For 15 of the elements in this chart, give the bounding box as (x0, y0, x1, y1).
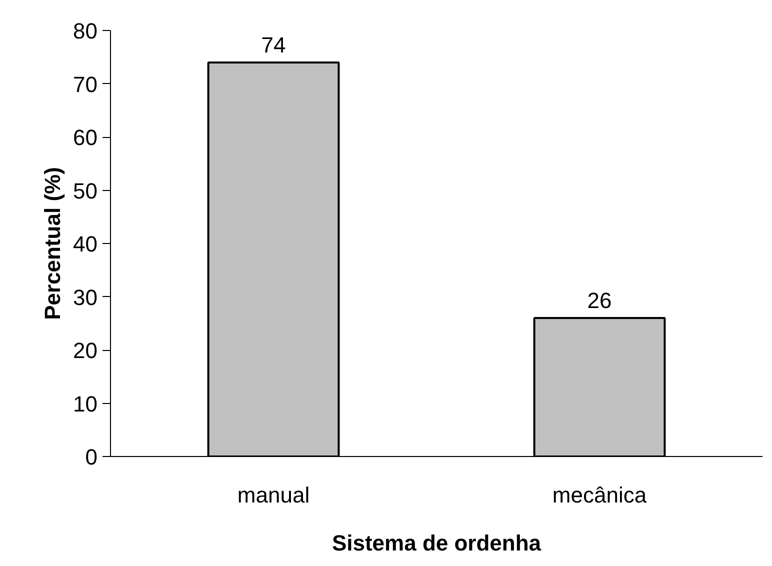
y-axis-title: Percentual (%) (40, 167, 66, 320)
x-axis-title: Sistema de ordenha (332, 530, 542, 556)
y-tick-label: 40 (73, 232, 98, 256)
y-tick-label: 20 (73, 338, 98, 363)
y-tick-label: 60 (73, 125, 98, 150)
y-tick-label: 70 (73, 72, 98, 97)
data-label: 26 (587, 288, 612, 314)
x-tick-label: manual (237, 482, 310, 508)
data-label: 74 (261, 32, 286, 58)
y-tick-label: 10 (73, 391, 98, 416)
y-tick-label: 50 (73, 178, 98, 204)
y-tick-label: 30 (73, 284, 98, 310)
y-tick-label: 0 (85, 444, 98, 470)
x-tick-label: mecânica (552, 482, 648, 508)
y-tick-label: 80 (73, 18, 98, 44)
